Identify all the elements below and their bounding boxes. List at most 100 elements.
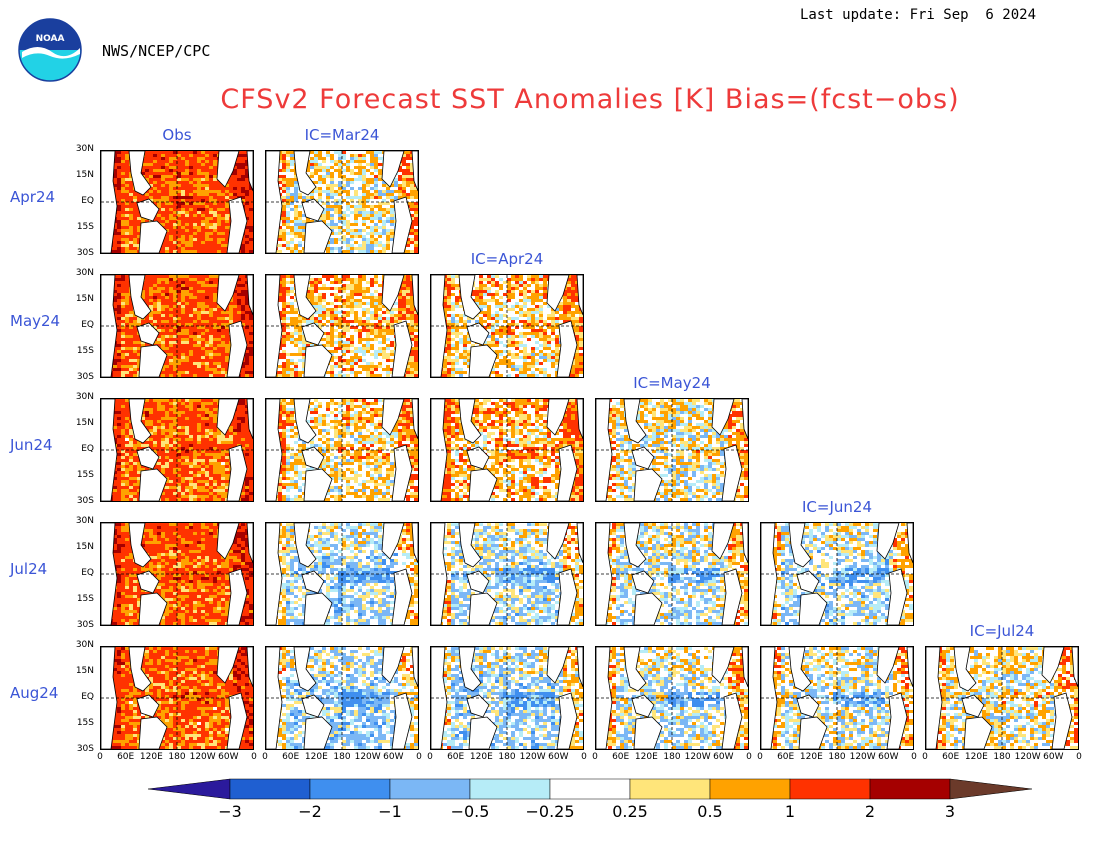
anomaly-cell: [189, 184, 193, 187]
anomaly-cell: [209, 299, 213, 302]
anomaly-cell: [245, 235, 249, 238]
anomaly-cell: [286, 166, 290, 169]
anomaly-cell: [374, 250, 378, 253]
anomaly-cell: [161, 220, 165, 223]
anomaly-cell: [366, 335, 370, 338]
anomaly-cell: [185, 323, 189, 326]
anomaly-cell: [394, 193, 398, 196]
anomaly-cell: [173, 151, 177, 154]
anomaly-cell: [181, 281, 185, 284]
anomaly-cell: [185, 341, 189, 344]
anomaly-cell: [374, 335, 378, 338]
anomaly-cell: [217, 229, 221, 232]
land-outline: [138, 344, 168, 377]
anomaly-cell: [197, 208, 201, 211]
anomaly-cell: [318, 278, 322, 281]
anomaly-cell: [286, 335, 290, 338]
anomaly-cell: [354, 356, 358, 359]
anomaly-cell: [113, 374, 117, 377]
anomaly-cell: [245, 241, 249, 244]
anomaly-cell: [374, 344, 378, 347]
anomaly-cell: [362, 323, 366, 326]
anomaly-cell: [294, 244, 298, 247]
anomaly-cell: [334, 284, 338, 287]
anomaly-cell: [334, 229, 338, 232]
anomaly-cell: [185, 284, 189, 287]
anomaly-cell: [366, 350, 370, 353]
anomaly-cell: [213, 344, 217, 347]
anomaly-cell: [318, 314, 322, 317]
anomaly-cell: [205, 229, 209, 232]
anomaly-cell: [318, 302, 322, 305]
anomaly-cell: [249, 205, 253, 208]
anomaly-cell: [350, 160, 354, 163]
anomaly-cell: [342, 157, 346, 160]
anomaly-cell: [382, 211, 386, 214]
anomaly-cell: [362, 175, 366, 178]
anomaly-cell: [322, 157, 326, 160]
organization-label: NWS/NCEP/CPC: [102, 42, 210, 60]
anomaly-cell: [201, 329, 205, 332]
anomaly-cell: [378, 157, 382, 160]
anomaly-cell: [302, 229, 306, 232]
anomaly-cell: [390, 226, 394, 229]
anomaly-cell: [386, 347, 390, 350]
anomaly-cell: [306, 320, 310, 323]
anomaly-cell: [366, 278, 370, 281]
anomaly-cell: [338, 353, 342, 356]
anomaly-cell: [201, 284, 205, 287]
anomaly-cell: [205, 299, 209, 302]
anomaly-cell: [350, 244, 354, 247]
anomaly-cell: [117, 178, 121, 181]
anomaly-cell: [362, 350, 366, 353]
anomaly-cell: [286, 296, 290, 299]
anomaly-cell: [282, 335, 286, 338]
anomaly-cell: [189, 314, 193, 317]
anomaly-cell: [294, 299, 298, 302]
anomaly-cell: [326, 157, 330, 160]
anomaly-cell: [237, 178, 241, 181]
anomaly-cell: [338, 317, 342, 320]
anomaly-cell: [414, 317, 418, 320]
anomaly-cell: [153, 341, 157, 344]
anomaly-cell: [354, 196, 358, 199]
anomaly-cell: [157, 299, 161, 302]
anomaly-cell: [181, 172, 185, 175]
anomaly-cell: [197, 353, 201, 356]
anomaly-cell: [390, 229, 394, 232]
anomaly-cell: [318, 320, 322, 323]
anomaly-cell: [298, 326, 302, 329]
anomaly-cell: [245, 226, 249, 229]
anomaly-cell: [213, 371, 217, 374]
anomaly-cell: [382, 193, 386, 196]
anomaly-cell: [298, 208, 302, 211]
anomaly-cell: [290, 172, 294, 175]
anomaly-cell: [153, 163, 157, 166]
anomaly-cell: [169, 344, 173, 347]
anomaly-cell: [374, 284, 378, 287]
anomaly-cell: [217, 241, 221, 244]
anomaly-cell: [294, 199, 298, 202]
anomaly-cell: [121, 299, 125, 302]
anomaly-cell: [358, 338, 362, 341]
anomaly-cell: [157, 151, 161, 154]
anomaly-cell: [217, 368, 221, 371]
anomaly-cell: [125, 238, 129, 241]
anomaly-cell: [241, 187, 245, 190]
anomaly-cell: [149, 311, 153, 314]
anomaly-cell: [410, 311, 414, 314]
anomaly-cell: [173, 169, 177, 172]
anomaly-cell: [185, 305, 189, 308]
anomaly-cell: [410, 178, 414, 181]
anomaly-cell: [121, 308, 125, 311]
anomaly-cell: [137, 220, 141, 223]
anomaly-cell: [245, 326, 249, 329]
anomaly-cell: [189, 175, 193, 178]
anomaly-cell: [298, 323, 302, 326]
anomaly-cell: [133, 241, 137, 244]
anomaly-cell: [322, 341, 326, 344]
anomaly-cell: [169, 278, 173, 281]
anomaly-cell: [213, 157, 217, 160]
anomaly-cell: [386, 214, 390, 217]
anomaly-cell: [406, 184, 410, 187]
